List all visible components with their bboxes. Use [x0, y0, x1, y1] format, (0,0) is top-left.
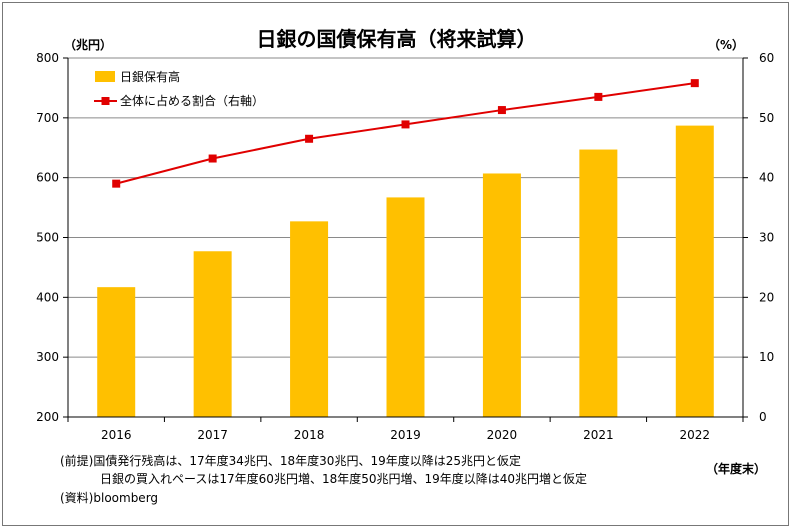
left-axis-tick-label: 700 — [36, 111, 59, 125]
left-axis-tick-label: 500 — [36, 231, 59, 245]
right-axis-unit: （%） — [708, 38, 745, 52]
bar — [579, 149, 618, 418]
legend-swatch-bar — [95, 71, 115, 82]
left-axis-unit: （兆円） — [64, 38, 113, 52]
left-axis-tick-label: 600 — [36, 171, 59, 185]
line-point — [497, 106, 506, 115]
x-axis-tick-label: 2021 — [583, 428, 614, 442]
line-point — [208, 154, 217, 163]
x-axis-tick-label: 2016 — [101, 428, 132, 442]
x-axis-tick-label: 2018 — [294, 428, 325, 442]
left-axis-tick-label: 800 — [36, 51, 59, 65]
bar — [675, 125, 714, 417]
left-axis-tick-label: 400 — [36, 290, 59, 304]
x-axis-tick-label: 2022 — [680, 428, 711, 442]
line-point — [112, 179, 121, 188]
right-axis-tick-label: 60 — [759, 51, 774, 65]
left-axis-tick-label: 200 — [36, 410, 59, 424]
bar — [193, 251, 232, 417]
note-assumption-1: (前提)国債発行残高は、17年度34兆円、18年度30兆円、19年度以降は25兆… — [60, 454, 521, 468]
line-point — [594, 92, 603, 101]
chart-title: 日銀の国債保有高（将来試算） — [256, 27, 537, 51]
x-axis-tick-label: 2019 — [390, 428, 421, 442]
left-axis-tick-label: 300 — [36, 350, 59, 364]
x-axis-unit: （年度末） — [706, 462, 767, 476]
right-axis-tick-label: 40 — [759, 171, 774, 185]
bar — [482, 173, 521, 417]
note-assumption-2: 日銀の買入れペースは17年度60兆円増、18年度50兆円増、19年度以降は40兆… — [100, 472, 588, 486]
legend-swatch-marker — [101, 97, 110, 105]
x-axis-tick-label: 2017 — [197, 428, 228, 442]
bar — [386, 197, 425, 417]
right-axis-tick-label: 0 — [759, 410, 767, 424]
right-axis-tick-label: 20 — [759, 290, 774, 304]
bar — [97, 287, 136, 417]
right-axis-tick-label: 10 — [759, 350, 774, 364]
legend-label-line: 全体に占める割合（右軸） — [120, 93, 264, 108]
legend-label-bar: 日銀保有高 — [120, 69, 180, 84]
right-axis-tick-label: 30 — [759, 231, 774, 245]
x-axis-tick-label: 2020 — [487, 428, 518, 442]
note-source: (資料)bloomberg — [60, 491, 159, 505]
bar — [290, 221, 329, 417]
line-point — [305, 134, 314, 143]
line-point — [690, 79, 699, 88]
right-axis-tick-label: 50 — [759, 111, 774, 125]
line-point — [401, 120, 410, 129]
